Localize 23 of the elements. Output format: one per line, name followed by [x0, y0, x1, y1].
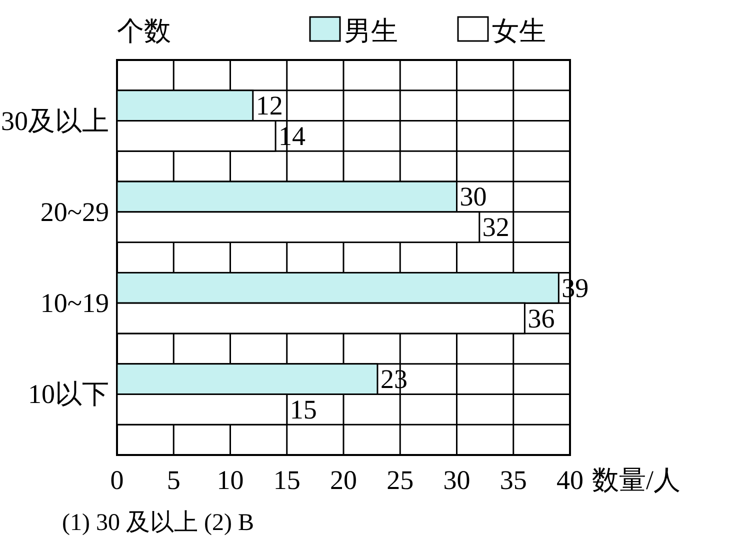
- data-label: 12: [256, 90, 283, 121]
- x-tick-label: 5: [166, 465, 180, 495]
- y-tick-label: 10~19: [40, 288, 109, 318]
- data-label: 36: [528, 303, 555, 334]
- data-label: 32: [482, 212, 510, 242]
- x-tick-label: 30: [443, 465, 470, 495]
- x-tick-label: 40: [556, 465, 584, 495]
- x-tick-label: 25: [386, 465, 414, 495]
- data-label: 30: [460, 182, 487, 212]
- legend-label: 男生: [344, 16, 398, 46]
- text: (1) 30 及以上 (2) B: [62, 510, 254, 536]
- x-tick-label: 35: [500, 465, 527, 495]
- data-label: 15: [290, 394, 317, 424]
- y-tick-label: 20~29: [40, 196, 109, 227]
- x-tick-label: 0: [110, 465, 124, 495]
- x-tick-label: 15: [273, 465, 300, 495]
- y-tick-label: 30及以上: [1, 106, 109, 136]
- x-axis-title: 数量/人: [592, 465, 681, 495]
- legend-label: 女生: [492, 16, 546, 46]
- y-tick-label: 10以下: [28, 379, 109, 410]
- x-tick-label: 20: [330, 465, 357, 495]
- y-axis-title: 个数: [117, 16, 171, 46]
- x-tick-label: 10: [216, 465, 244, 495]
